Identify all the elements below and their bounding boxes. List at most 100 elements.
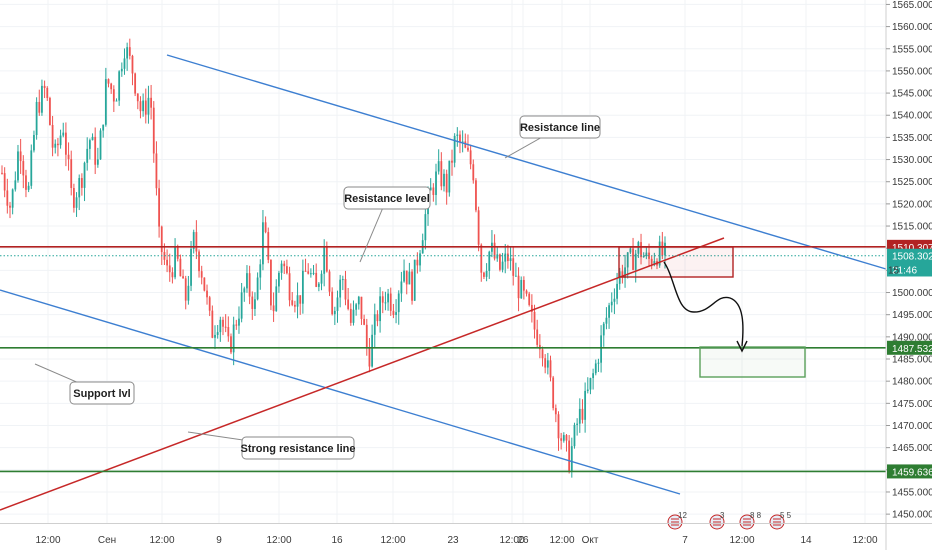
candle-body bbox=[456, 134, 459, 136]
time-tick-label: 9 bbox=[216, 535, 222, 546]
candle-body bbox=[323, 246, 326, 274]
candle-body bbox=[67, 154, 70, 160]
candle-body bbox=[546, 360, 549, 368]
candle-body bbox=[403, 270, 405, 282]
candle-body bbox=[347, 299, 350, 309]
candle-body bbox=[437, 161, 440, 172]
candle-body bbox=[544, 358, 547, 368]
price-tick-label: 1525.000 bbox=[892, 177, 932, 188]
candle-body bbox=[304, 270, 307, 272]
price-tick-label: 1450.000 bbox=[892, 510, 932, 521]
candle-body bbox=[41, 85, 43, 113]
price-tick-label: 1515.000 bbox=[892, 222, 932, 233]
candle-body bbox=[49, 97, 51, 125]
candle-body bbox=[594, 363, 597, 374]
candle-body bbox=[379, 296, 381, 322]
candle-body bbox=[27, 185, 30, 190]
candle-body bbox=[363, 318, 366, 325]
callout-box bbox=[69, 381, 135, 405]
candle-body bbox=[126, 47, 129, 59]
candle-body bbox=[70, 159, 73, 189]
price-label: 1508.302 bbox=[892, 252, 932, 263]
candle-body bbox=[9, 205, 11, 208]
candle-body bbox=[296, 295, 299, 307]
candle-body bbox=[275, 286, 278, 312]
candle-body bbox=[477, 210, 480, 245]
price-tick-label: 1475.000 bbox=[892, 399, 932, 410]
candle-body bbox=[280, 263, 283, 273]
candle-body bbox=[206, 290, 208, 298]
time-tick-label: Окт bbox=[582, 535, 599, 546]
candle-body bbox=[541, 349, 544, 359]
candle-body bbox=[461, 141, 464, 143]
candle-body bbox=[200, 271, 203, 278]
price-tick-label: 1490.000 bbox=[892, 332, 932, 343]
candle-body bbox=[341, 279, 344, 281]
candle-body bbox=[136, 93, 139, 102]
price-label-bg bbox=[887, 248, 932, 263]
candle-body bbox=[102, 124, 105, 131]
candle-body bbox=[629, 248, 632, 253]
price-label: 1487.532 bbox=[892, 344, 932, 355]
candle-body bbox=[80, 178, 83, 188]
candle-body bbox=[616, 283, 618, 299]
candle-body bbox=[320, 273, 323, 284]
candle-body bbox=[568, 440, 571, 472]
time-tick-label: 12:00 bbox=[499, 535, 524, 546]
candle-body bbox=[517, 275, 520, 299]
candle-body bbox=[278, 272, 280, 287]
candle-body bbox=[413, 259, 416, 301]
candle-body bbox=[128, 47, 131, 56]
candle-body bbox=[283, 263, 286, 267]
candle-body bbox=[235, 324, 238, 326]
candle-body bbox=[608, 305, 610, 318]
candle-body bbox=[99, 130, 102, 160]
candle-body bbox=[634, 253, 637, 270]
time-tick-label: 12:00 bbox=[149, 535, 174, 546]
event-badges[interactable]: 12 3 8 8 5 5 bbox=[667, 511, 792, 530]
callout-box bbox=[519, 115, 601, 139]
candle-body bbox=[602, 323, 605, 336]
price-label-bg bbox=[887, 262, 932, 277]
candle-body bbox=[160, 226, 163, 253]
price-tick-label: 1465.000 bbox=[892, 443, 932, 454]
price-tick-label: 1480.000 bbox=[892, 377, 932, 388]
callout-label: Strong resistance line bbox=[241, 443, 356, 455]
flag-stripes-icon bbox=[713, 518, 721, 526]
candle-body bbox=[661, 241, 664, 256]
candle-body bbox=[152, 107, 155, 154]
candle-body bbox=[214, 334, 216, 338]
candle-body bbox=[192, 232, 195, 249]
price-tick-label: 1520.000 bbox=[892, 199, 932, 210]
projection-arrowhead bbox=[736, 340, 748, 353]
candles bbox=[1, 38, 666, 478]
price-tick-label: 1455.000 bbox=[892, 487, 932, 498]
time-tick-label: 14 bbox=[800, 535, 812, 546]
candle-body bbox=[293, 304, 296, 307]
candle-body bbox=[419, 253, 421, 266]
candle-body bbox=[453, 135, 456, 163]
price-axis[interactable]: 1565.000 1560.000 1555.000 1550.000 1545.000… bbox=[885, 0, 932, 550]
candle-body bbox=[485, 270, 488, 277]
candle-body bbox=[565, 435, 568, 441]
price-tick-label: 1470.000 bbox=[892, 421, 932, 432]
candle-body bbox=[33, 135, 35, 151]
price-tick-partial: 15 bbox=[888, 265, 900, 276]
candle-body bbox=[120, 68, 123, 72]
candle-body bbox=[325, 246, 328, 272]
candle-body bbox=[632, 248, 634, 270]
strong-resistance-line bbox=[0, 237, 725, 511]
candle-body bbox=[642, 255, 645, 258]
flag-stripes-icon bbox=[743, 518, 751, 526]
candle-body bbox=[389, 293, 392, 311]
candle-body bbox=[291, 300, 294, 305]
candle-body bbox=[509, 258, 512, 262]
candle-body bbox=[650, 258, 653, 265]
price-tick-label: 1485.000 bbox=[892, 355, 932, 366]
candle-body bbox=[371, 334, 374, 367]
candle-body bbox=[25, 175, 27, 190]
candle-body bbox=[496, 254, 499, 259]
candle-body bbox=[610, 301, 613, 306]
